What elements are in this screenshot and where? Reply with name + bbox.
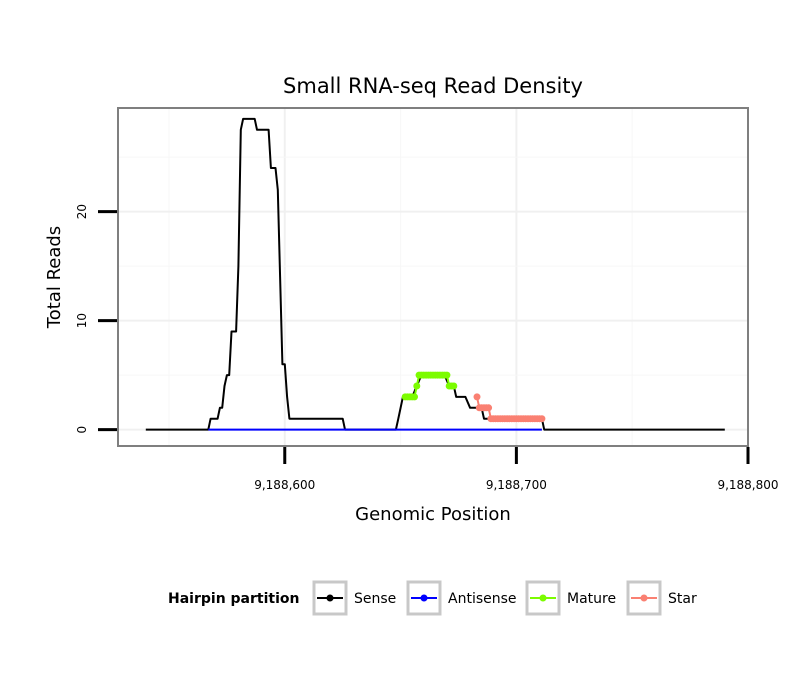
data-point-star	[473, 393, 481, 401]
data-point-mature	[450, 382, 458, 390]
series-sense	[145, 117, 725, 431]
legend-label-sense: Sense	[354, 591, 396, 607]
data-point-star	[538, 415, 546, 423]
chart-title: Small RNA-seq Read Density	[283, 74, 583, 98]
data-point-star	[485, 404, 493, 412]
legend-entry-star: Star	[626, 580, 697, 616]
x-tick-label: 9,188,700	[486, 478, 547, 492]
y-axis-title: Total Reads	[44, 226, 65, 329]
legend-key-point	[539, 594, 547, 602]
x-axis: 9,188,600 9,188,700 9,188,800	[254, 447, 779, 492]
x-axis-title: Genomic Position	[355, 504, 511, 525]
series-star	[473, 393, 546, 423]
legend-label-star: Star	[668, 591, 697, 607]
x-tick-label: 9,188,600	[254, 478, 315, 492]
data-point-mature	[413, 382, 421, 390]
grid	[118, 108, 749, 446]
data-point-mature	[443, 371, 451, 379]
series-mature	[401, 371, 458, 401]
y-tick-label: 0	[75, 426, 89, 434]
legend-entry-antisense: Antisense	[406, 580, 517, 616]
plot-series	[145, 117, 725, 431]
x-tick-label: 9,188,800	[717, 478, 778, 492]
data-point-mature	[411, 393, 418, 401]
legend-title: Hairpin partition	[168, 591, 299, 607]
legend-label-mature: Mature	[567, 591, 616, 607]
y-tick-label: 10	[75, 313, 89, 328]
legend: Hairpin partition Sense Antisense Mature…	[168, 580, 697, 616]
legend-key-point	[420, 594, 428, 602]
y-tick-label: 20	[75, 204, 89, 219]
legend-key-point	[640, 594, 648, 602]
legend-label-antisense: Antisense	[448, 591, 517, 607]
legend-entry-mature: Mature	[525, 580, 616, 616]
legend-entry-sense: Sense	[312, 580, 396, 616]
y-axis: 0 10 20	[75, 204, 117, 434]
plot-border	[117, 107, 749, 447]
legend-key-point	[326, 594, 334, 602]
series-line-sense	[145, 117, 725, 431]
